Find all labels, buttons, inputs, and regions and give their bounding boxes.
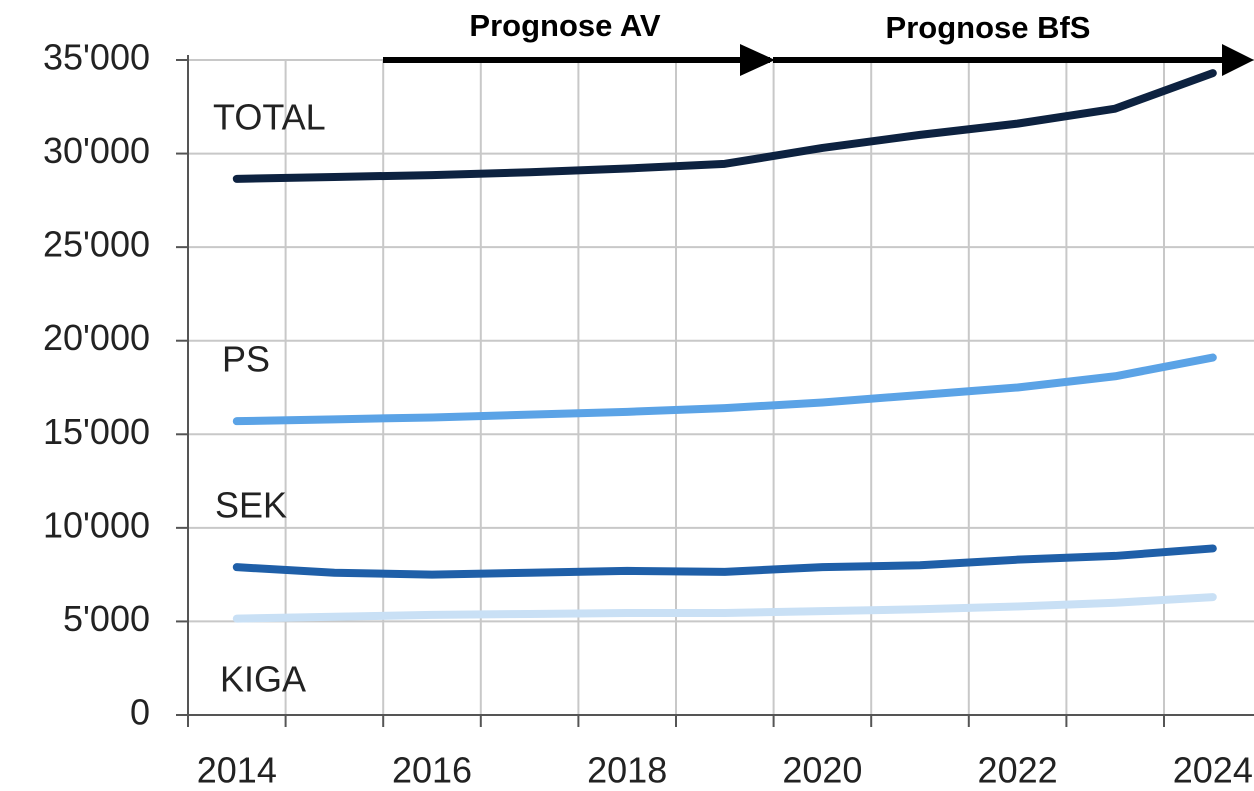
- y-tick-label: 0: [130, 692, 150, 733]
- x-tick-label: 2018: [587, 750, 667, 791]
- series-line: [232, 593, 1217, 623]
- x-tick-label: 2020: [782, 750, 862, 791]
- y-tick-label: 15'000: [43, 411, 150, 452]
- series-line: [232, 353, 1217, 426]
- x-tick-label: 2022: [978, 750, 1058, 791]
- y-tick-label: 10'000: [43, 504, 150, 545]
- series-line: [232, 69, 1217, 183]
- plot: [232, 69, 1217, 623]
- y-tick-label: 20'000: [43, 317, 150, 358]
- x-tick-label: 2016: [392, 750, 472, 791]
- x-tick-label: 2014: [197, 750, 277, 791]
- annotation: Prognose AV: [469, 8, 661, 43]
- y-tick-label: 25'000: [43, 224, 150, 265]
- arrow-head: [740, 44, 775, 76]
- series-line: [232, 544, 1217, 579]
- series-label: KIGA: [220, 659, 306, 700]
- grid: [176, 55, 1254, 727]
- y-tick-label: 35'000: [43, 37, 150, 78]
- series-label: TOTAL: [213, 97, 326, 138]
- series-label: PS: [222, 339, 270, 380]
- annotation: Prognose BfS: [886, 10, 1091, 45]
- y-tick-label: 5'000: [63, 598, 150, 639]
- series-label: SEK: [215, 485, 287, 526]
- x-tick-label: 2024: [1173, 750, 1253, 791]
- arrow-head: [1222, 44, 1254, 76]
- y-tick-label: 30'000: [43, 130, 150, 171]
